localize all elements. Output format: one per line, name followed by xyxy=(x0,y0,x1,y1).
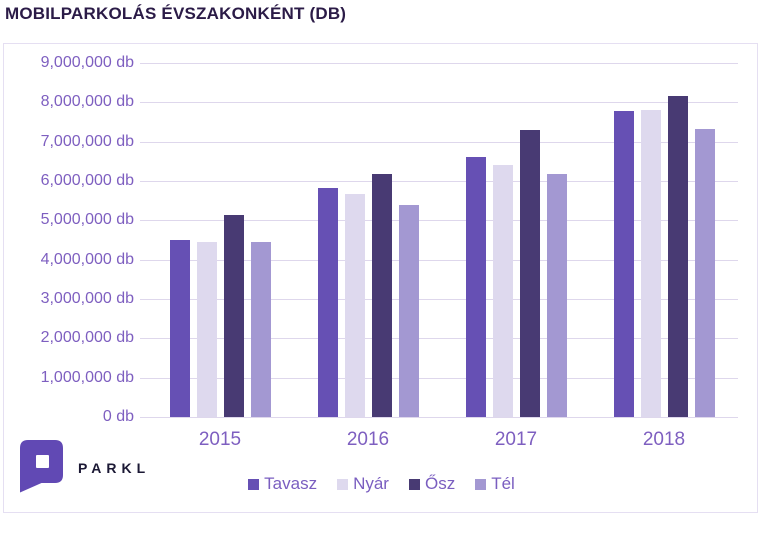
x-axis-label-2016: 2016 xyxy=(346,429,390,450)
y-tick-label-9: 9,000,000 db xyxy=(40,54,134,71)
bar-tavasz-2017 xyxy=(465,156,486,417)
legend-item-tavasz: Tavasz xyxy=(248,474,317,494)
y-tick-label-8: 8,000,000 db xyxy=(40,93,134,111)
bar-tél-2016 xyxy=(398,205,419,417)
bar-tél-2017 xyxy=(546,174,567,417)
bar-nyár-2015 xyxy=(196,241,217,417)
y-tick-label-7: 7,000,000 db xyxy=(40,132,134,150)
bar-nyár-2016 xyxy=(344,194,365,417)
bar-nyár-2018 xyxy=(640,110,661,417)
bar-tél-2015 xyxy=(250,242,271,417)
x-axis-label-2017: 2017 xyxy=(494,429,538,450)
gridline-8 xyxy=(140,102,738,104)
x-axis-label-2018: 2018 xyxy=(642,429,686,450)
y-tick-label-4: 4,000,000 db xyxy=(40,250,134,268)
legend-label-tavasz: Tavasz xyxy=(264,474,318,493)
legend-swatch-nyár xyxy=(337,478,349,490)
bar-group-2017 xyxy=(442,63,590,417)
y-tick-label-5: 5,000,000 db xyxy=(40,211,134,229)
y-tick-label-6: 6,000,000 db xyxy=(40,172,134,189)
chart-title: MOBILPARKOLÁS ÉVSZAKONKÉNT (DB) xyxy=(5,4,347,23)
y-tick-label-0: 0 db xyxy=(102,408,134,425)
gridline-6 xyxy=(140,181,738,182)
bar-group-2016 xyxy=(294,63,442,417)
legend-item-tél: Tél xyxy=(475,474,515,494)
legend-swatch-tavasz xyxy=(248,478,260,490)
bar-nyár-2017 xyxy=(492,165,513,417)
legend-item-ősz: Ősz xyxy=(408,474,456,494)
bar-ősz-2018 xyxy=(667,95,688,417)
legend-label-nyár: Nyár xyxy=(353,474,389,493)
gridline-4 xyxy=(140,259,738,261)
y-tick-label-1: 1,000,000 db xyxy=(40,368,134,386)
bar-tavasz-2018 xyxy=(613,111,634,417)
parkl-logo-text: PARKL xyxy=(78,459,151,476)
legend-label-ősz: Ősz xyxy=(424,474,456,493)
legend-label-tél: Tél xyxy=(491,474,515,493)
gridline-9 xyxy=(140,63,738,64)
x-axis-label-2015: 2015 xyxy=(198,429,242,450)
plot-area: 0 db 1,000,000 db 2,000,000 db 3,000,000 db… xyxy=(41,54,738,425)
y-tick-label-3: 3,000,000 db xyxy=(40,290,134,307)
gridline-7 xyxy=(140,141,738,143)
chart-container: 0 db 1,000,000 db 2,000,000 db 3,000,000 db… xyxy=(3,43,758,513)
gridline-2 xyxy=(140,338,738,340)
gridline-0 xyxy=(140,417,738,418)
bar-tél-2018 xyxy=(694,128,715,417)
bar-ősz-2016 xyxy=(371,174,392,417)
bar-tavasz-2016 xyxy=(317,188,338,417)
bar-group-2018 xyxy=(590,63,738,417)
legend-item-nyár: Nyár xyxy=(337,474,389,494)
gridline-1 xyxy=(140,377,738,379)
gridline-5 xyxy=(140,220,738,222)
chart-legend: Tavasz Nyár Ősz Tél xyxy=(4,474,759,494)
bar-ősz-2015 xyxy=(223,215,244,417)
bar-group-2015 xyxy=(146,63,294,417)
x-axis-labels: 2015 2016 2017 2018 xyxy=(146,429,738,455)
parkl-bubble-icon xyxy=(20,440,63,493)
bar-tavasz-2015 xyxy=(169,240,190,417)
y-tick-label-2: 2,000,000 db xyxy=(40,329,134,347)
legend-swatch-ősz xyxy=(408,478,420,490)
bar-ősz-2017 xyxy=(519,130,540,417)
parkl-logo: PARKL xyxy=(20,440,150,495)
legend-swatch-tél xyxy=(475,478,487,490)
gridline-3 xyxy=(140,299,738,300)
